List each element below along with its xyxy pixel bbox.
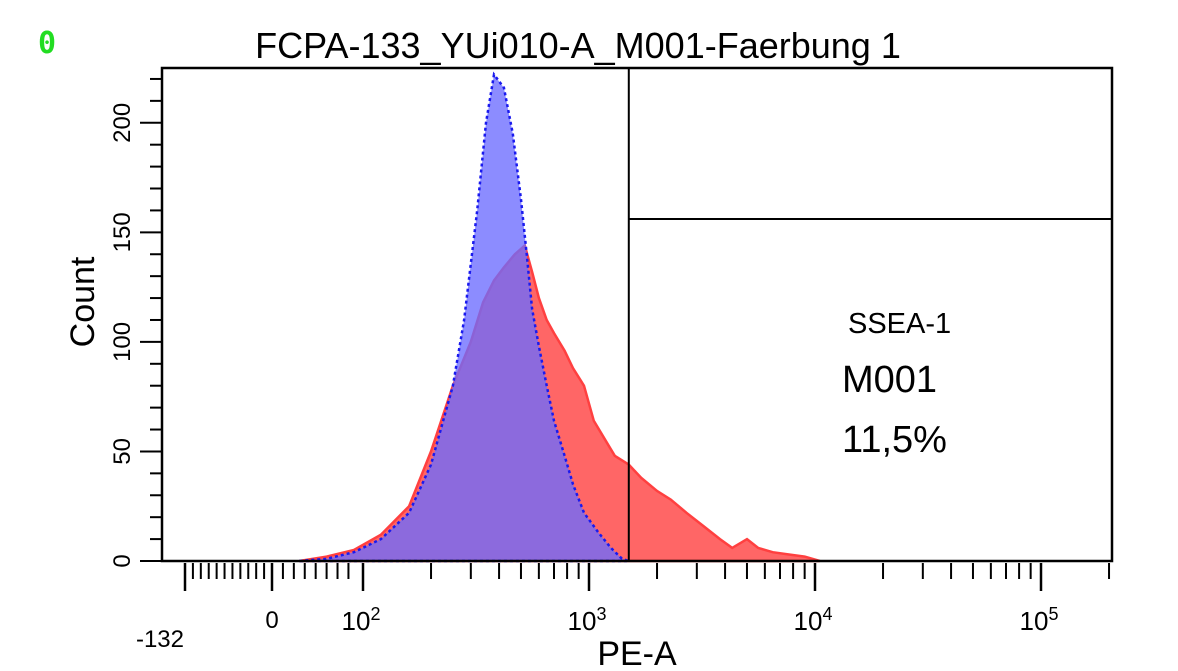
gate-layer — [627, 68, 1112, 561]
y-tick-label: 150 — [109, 212, 136, 252]
x-tick-label: 0 — [265, 607, 278, 634]
y-tick-label: 200 — [109, 103, 136, 143]
gate-marker-label: SSEA-1 — [848, 308, 951, 340]
y-tick-label: 100 — [109, 322, 136, 362]
gate-percent-label: 11,5% — [842, 419, 947, 461]
y-axis-label: Count — [64, 256, 102, 347]
gate-name-label: M001 — [842, 359, 937, 401]
x-axis-label: PE-A — [597, 635, 677, 671]
chart-title: FCPA-133_YUi010-A_M001-Faerbung 1 — [255, 25, 901, 66]
x-tick-label: 103 — [568, 604, 607, 636]
series-layer — [299, 71, 821, 563]
status-indicator: 0 — [38, 26, 57, 61]
x-tick-label: 102 — [342, 604, 381, 636]
histogram-series-2 — [299, 71, 630, 563]
y-axis: 0 50 100 150 200 — [109, 77, 162, 568]
y-tick-label: 50 — [109, 438, 136, 465]
x-tick-label: 105 — [1020, 604, 1059, 636]
gate-label: SSEA-1 M001 11,5% — [842, 308, 951, 461]
x-tick-label: -132 — [136, 626, 184, 653]
plot-frame — [160, 66, 1114, 563]
y-tick-label: 0 — [109, 554, 136, 567]
x-tick-label: 104 — [794, 604, 833, 636]
x-axis: -132 0 102 103 104 105 — [136, 563, 1111, 653]
